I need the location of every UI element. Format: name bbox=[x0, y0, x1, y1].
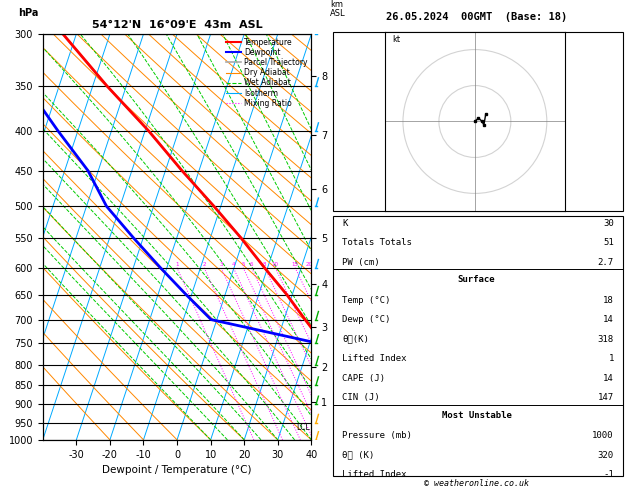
Bar bbox=[333, 216, 623, 476]
Text: 320: 320 bbox=[598, 451, 614, 460]
Text: θᴇ(K): θᴇ(K) bbox=[342, 335, 369, 344]
Bar bbox=[333, 32, 623, 211]
Text: Dewp (°C): Dewp (°C) bbox=[342, 315, 391, 324]
Text: kt: kt bbox=[392, 35, 400, 44]
Text: km
ASL: km ASL bbox=[330, 0, 346, 18]
X-axis label: Dewpoint / Temperature (°C): Dewpoint / Temperature (°C) bbox=[103, 465, 252, 475]
Text: Mixing Ratio (g/kg): Mixing Ratio (g/kg) bbox=[342, 246, 351, 326]
Text: 1000: 1000 bbox=[593, 431, 614, 440]
Text: θᴇ (K): θᴇ (K) bbox=[342, 451, 374, 460]
Text: K: K bbox=[342, 219, 348, 228]
Text: 4: 4 bbox=[231, 262, 235, 267]
Text: 18: 18 bbox=[603, 296, 614, 305]
Text: 147: 147 bbox=[598, 393, 614, 402]
Text: 10: 10 bbox=[272, 262, 279, 267]
Text: 2.7: 2.7 bbox=[598, 258, 614, 267]
Text: 20: 20 bbox=[306, 262, 313, 267]
Text: © weatheronline.co.uk: © weatheronline.co.uk bbox=[424, 479, 529, 486]
Text: 26.05.2024  00GMT  (Base: 18): 26.05.2024 00GMT (Base: 18) bbox=[386, 12, 567, 22]
Text: Surface: Surface bbox=[458, 276, 495, 284]
Text: Pressure (mb): Pressure (mb) bbox=[342, 431, 412, 440]
Text: 15: 15 bbox=[292, 262, 299, 267]
Text: -1: -1 bbox=[603, 470, 614, 479]
Text: Lifted Index: Lifted Index bbox=[342, 470, 407, 479]
Text: 3: 3 bbox=[220, 262, 223, 267]
Text: Totals Totals: Totals Totals bbox=[342, 238, 412, 247]
Text: hPa: hPa bbox=[19, 8, 39, 18]
Text: Most Unstable: Most Unstable bbox=[442, 411, 511, 420]
Text: 14: 14 bbox=[603, 315, 614, 324]
Legend: Temperature, Dewpoint, Parcel Trajectory, Dry Adiabat, Wet Adiabat, Isotherm, Mi: Temperature, Dewpoint, Parcel Trajectory… bbox=[226, 38, 308, 108]
Text: 8: 8 bbox=[263, 262, 267, 267]
Text: 1: 1 bbox=[175, 262, 179, 267]
Title: 54°12'N  16°09'E  43m  ASL: 54°12'N 16°09'E 43m ASL bbox=[92, 20, 262, 31]
Text: Temp (°C): Temp (°C) bbox=[342, 296, 391, 305]
Text: PW (cm): PW (cm) bbox=[342, 258, 380, 267]
Text: 1: 1 bbox=[608, 354, 614, 363]
Text: Lifted Index: Lifted Index bbox=[342, 354, 407, 363]
Text: 318: 318 bbox=[598, 335, 614, 344]
Text: 14: 14 bbox=[603, 374, 614, 382]
Text: CIN (J): CIN (J) bbox=[342, 393, 380, 402]
Text: 5: 5 bbox=[242, 262, 245, 267]
Text: LCL: LCL bbox=[297, 423, 310, 433]
Text: CAPE (J): CAPE (J) bbox=[342, 374, 385, 382]
Text: 2: 2 bbox=[203, 262, 206, 267]
Text: 30: 30 bbox=[603, 219, 614, 228]
Text: 6: 6 bbox=[250, 262, 253, 267]
Text: 51: 51 bbox=[603, 238, 614, 247]
